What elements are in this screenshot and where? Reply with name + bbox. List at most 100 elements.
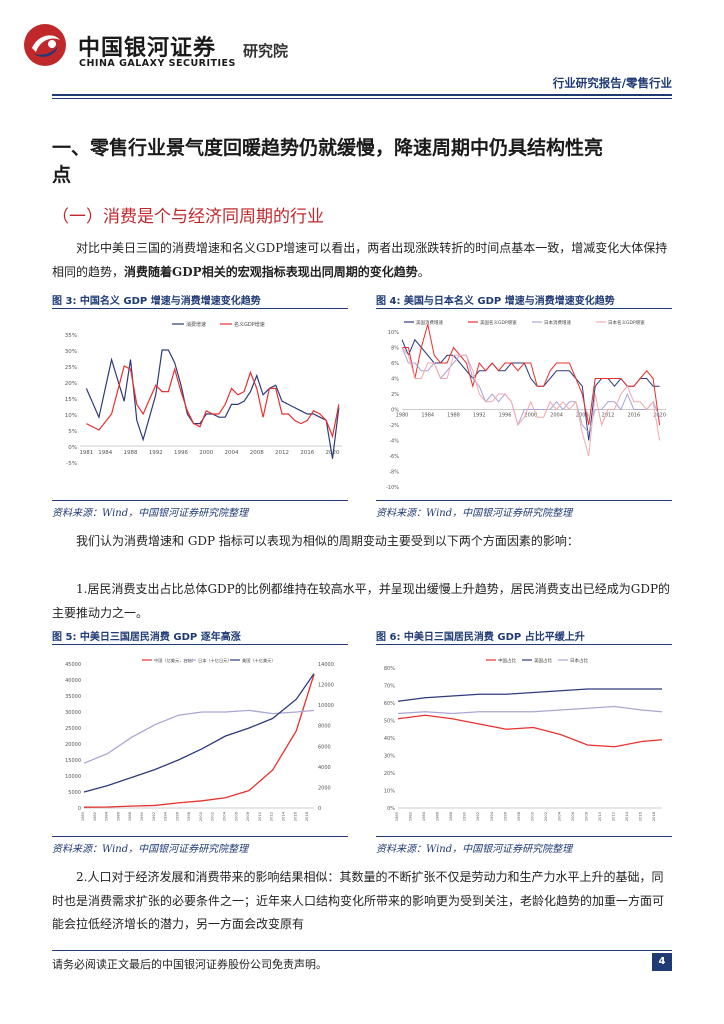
x-tick-label: 2020 xyxy=(653,413,666,419)
x-tick-label: 2010 xyxy=(598,811,602,821)
y-tick-label: -5% xyxy=(66,461,77,467)
y-tick-label: -8% xyxy=(389,470,399,476)
legend-label: 日本占比 xyxy=(570,657,588,664)
y-tick-label: 10% xyxy=(65,413,77,419)
x-tick-label: 1996 xyxy=(174,450,188,456)
series-line-1 xyxy=(397,688,662,702)
y-tick-label-right: 8000 xyxy=(318,724,331,730)
x-tick-label: 2002 xyxy=(211,812,215,821)
y-tick-label-left: 40000 xyxy=(65,678,81,684)
figure-4-chart: -10% -8% -6% -4% -2% 0% 2% 4% 6% 8% 10% 1980 1984 198… xyxy=(386,319,666,491)
legend-label: 日本消费增速 xyxy=(544,319,571,326)
paragraph-1-bold: 消费随着GDP相关的宏观指标表现出同周期的变化趋势 xyxy=(124,264,418,279)
x-tick-label: 2000 xyxy=(199,450,213,456)
legend-label: 日本名义GDP增速 xyxy=(608,319,645,326)
x-tick-label: 1980 xyxy=(395,811,399,821)
series-line-0 xyxy=(83,674,315,808)
x-tick-label: 1982 xyxy=(409,812,413,821)
legend-label: 美国名义GDP增速 xyxy=(480,319,517,326)
y-tick-label: 5% xyxy=(68,429,77,435)
y-tick-label: 0% xyxy=(391,408,399,414)
y-tick-label: 30% xyxy=(384,754,395,760)
x-tick-label: 2012 xyxy=(612,812,616,821)
x-tick-label: 2014 xyxy=(625,811,629,821)
x-tick-label: 2000 xyxy=(530,811,534,821)
figure-4-bottom-line xyxy=(376,500,672,501)
figure-6-caption: 图 6: 中美日三国居民消费 GDP 占比平缓上升 xyxy=(376,632,585,643)
x-tick-label: 2018 xyxy=(305,811,309,821)
x-tick-label: 2008 xyxy=(250,450,264,456)
y-tick-label: 10% xyxy=(388,330,399,336)
figure-6-source: 资料来源：Wind，中国银河证券研究院整理 xyxy=(376,844,573,855)
y-tick-label: -10% xyxy=(386,485,399,491)
series-line-1 xyxy=(83,709,315,764)
paragraph-1-end: 。 xyxy=(417,264,430,279)
legend-label: 美国（十亿美元） xyxy=(242,657,276,664)
legend-label: 美国消费增速 xyxy=(416,319,443,326)
y-tick-label: 8% xyxy=(391,346,399,352)
x-tick-label: 1984 xyxy=(105,811,109,821)
x-tick-label: 1990 xyxy=(140,811,144,821)
x-tick-label: 2012 xyxy=(275,450,289,456)
paragraph-1-text: 对比中美日三国的消费增速和名义GDP增速可以看出，两者出现涨跌转折的时间点基本一… xyxy=(52,241,668,279)
x-tick-label: 2016 xyxy=(300,450,314,456)
figure-5-chart: 0500010000150002000025000300003500040000… xyxy=(65,657,334,821)
figure-6-bottom-line xyxy=(376,836,672,837)
y-tick-label-right: 6000 xyxy=(318,744,331,750)
y-tick-label: 80% xyxy=(384,666,395,672)
series-line-0 xyxy=(401,338,660,441)
header-divider xyxy=(52,94,672,96)
y-tick-label-right: 12000 xyxy=(318,683,334,689)
x-tick-label: 2008 xyxy=(585,811,589,821)
y-tick-label: -2% xyxy=(389,423,399,429)
y-tick-label: 40% xyxy=(384,736,395,742)
y-tick-label: 20% xyxy=(384,771,395,777)
x-tick-label: 2016 xyxy=(627,413,640,419)
x-tick-label: 1996 xyxy=(499,413,512,419)
y-tick-label: 0% xyxy=(68,445,77,451)
figure-3-caption-line xyxy=(52,308,348,309)
x-tick-label: 1988 xyxy=(447,413,460,419)
figure-4-caption-line xyxy=(376,308,672,309)
x-tick-label: 2004 xyxy=(225,450,239,456)
x-tick-label: 2016 xyxy=(639,811,643,821)
institute-label: 研究院 xyxy=(243,42,289,60)
series-line-1 xyxy=(402,324,661,426)
paragraph-3: 1.居民消费支出占比总体GDP的比例都维持在较高水平，并呈现出缓慢上升趋势，居民… xyxy=(52,582,671,620)
figure-5-source: 资料来源：Wind，中国银河证券研究院整理 xyxy=(52,844,249,855)
legend-label: 中国（亿美元，右轴） xyxy=(154,657,196,664)
x-tick-label: 1986 xyxy=(116,811,120,821)
y-tick-label: 30% xyxy=(65,349,77,355)
company-name-cn: 中国银河证券 xyxy=(78,36,217,61)
y-tick-label-left: 10000 xyxy=(65,774,81,780)
x-tick-label: 1998 xyxy=(517,811,521,821)
y-tick-label: 0% xyxy=(387,806,395,812)
legend-label: 中国占比 xyxy=(498,657,516,664)
x-tick-label: 2004 xyxy=(223,811,227,821)
x-tick-label: 2012 xyxy=(602,413,615,419)
figure-3-bottom-line xyxy=(52,500,348,501)
paragraph-4: 2.人口对于经济发展和消费带来的影响结果相似：其数量的不断扩张不仅是劳动力和生产… xyxy=(52,870,665,931)
y-tick-label-left: 5000 xyxy=(68,790,81,796)
y-tick-label: 4% xyxy=(391,377,399,383)
y-tick-label: 20% xyxy=(65,381,77,387)
figure-6-caption-line xyxy=(376,644,672,645)
y-tick-label-left: 20000 xyxy=(65,742,81,748)
figure-5-caption: 图 5: 中美日三国居民消费 GDP 逐年高涨 xyxy=(52,632,241,643)
y-tick-label-right: 10000 xyxy=(318,703,334,709)
x-tick-label: 1996 xyxy=(503,811,507,821)
y-tick-label: 70% xyxy=(384,684,395,690)
figure-3-source: 资料来源：Wind，中国银河证券研究院整理 xyxy=(52,508,249,519)
paragraph-1: 对比中美日三国的消费增速和名义GDP增速可以看出，两者出现涨跌转折的时间点基本一… xyxy=(52,237,672,284)
x-tick-label: 1994 xyxy=(164,811,168,821)
figure-6-chart: 0% 10% 20% 30% 40% 50% 60% 70% 80% 1980 1982 1984 19… xyxy=(384,657,663,821)
x-tick-label: 1980 xyxy=(396,413,409,419)
y-tick-label-left: 30000 xyxy=(65,710,81,716)
footer-divider xyxy=(52,950,672,951)
x-tick-label: 1992 xyxy=(476,812,480,821)
subsection-title: （一）消费是个与经济同周期的行业 xyxy=(52,207,324,227)
y-tick-label: 10% xyxy=(384,789,395,795)
x-tick-label: 2006 xyxy=(234,811,238,821)
x-tick-label: 1992 xyxy=(473,413,486,419)
y-tick-label-left: 25000 xyxy=(65,726,81,732)
